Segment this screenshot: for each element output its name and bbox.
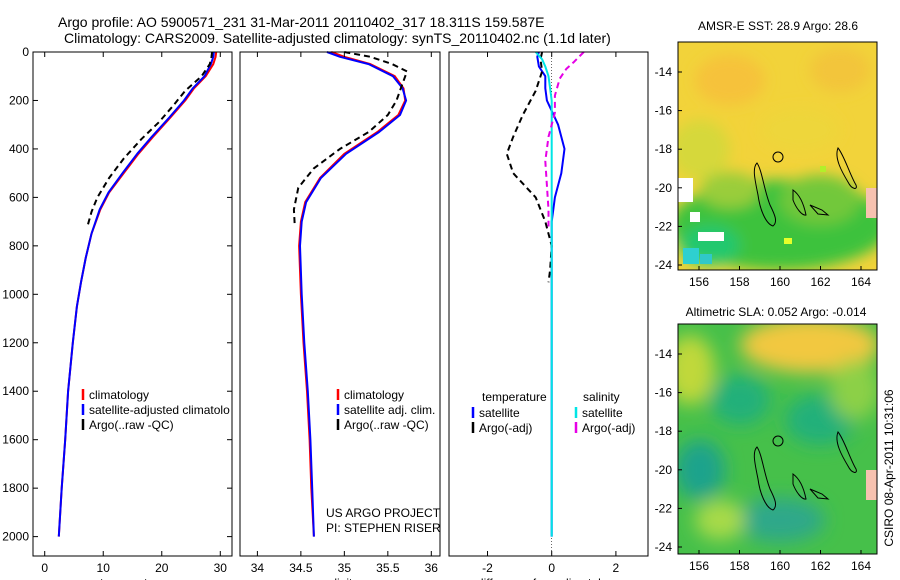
- map-x-tick-label: 156: [689, 559, 709, 573]
- legend-label: climatology: [344, 388, 404, 402]
- y-tick-label: 800: [9, 239, 29, 253]
- x-axis-label: temperature: [100, 576, 165, 580]
- x-tick-label: 34: [251, 561, 265, 575]
- map-x-tick-label: 160: [770, 275, 790, 289]
- sst-map-field: [678, 42, 877, 270]
- plot-frame: [239, 51, 441, 557]
- legend-header: temperature: [482, 390, 547, 404]
- sla-map: Altimetric SLA: 0.052 Argo: -0.014 156 15…: [655, 305, 878, 573]
- series-line-2: [534, 51, 553, 537]
- series-line-1: [299, 51, 408, 537]
- header-subtitle: Climatology: CARS2009. Satellite-adjuste…: [64, 30, 611, 46]
- sst-argo-position-marker: [772, 151, 784, 163]
- legend-label: satellite: [582, 406, 623, 420]
- sla-argo-position-marker: [772, 435, 784, 447]
- map-x-tick-label: 160: [770, 559, 790, 573]
- legend-label: Argo(-adj): [582, 421, 635, 435]
- map-y-tick-label: -14: [655, 65, 673, 79]
- map-y-tick-label: -22: [655, 219, 673, 233]
- difference-panel: -2 0 2difference from climatology temperatu…: [448, 51, 649, 580]
- series-line-2: [292, 51, 408, 227]
- legend-label: satellite-adjusted climatolo: [89, 403, 230, 417]
- x-tick-label: 0: [41, 561, 48, 575]
- header-title: Argo profile: AO 5900571_231 31-Mar-2011…: [58, 14, 545, 30]
- map-y-tick-label: -24: [655, 258, 673, 272]
- series-line-0: [57, 51, 218, 537]
- sla-map-field: [678, 324, 877, 554]
- y-tick-label: 200: [9, 93, 29, 107]
- map-y-tick-label: -18: [655, 142, 673, 156]
- timestamp: CSIRO 08-Apr-2011 10:31:06: [882, 389, 896, 547]
- x-tick-label: 35.5: [376, 561, 400, 575]
- map-x-tick-label: 164: [851, 559, 871, 573]
- legend-label: Argo(..raw -QC): [89, 418, 174, 432]
- legend-label: Argo(-adj): [479, 421, 532, 435]
- map-y-tick-label: -20: [655, 181, 673, 195]
- map-x-tick-label: 158: [729, 559, 749, 573]
- y-tick-label: 600: [9, 190, 29, 204]
- map-y-tick-label: -24: [655, 540, 673, 554]
- x-tick-label: 20: [155, 561, 169, 575]
- map-y-tick-label: -16: [655, 104, 673, 118]
- legend-label: satellite: [479, 406, 520, 420]
- sst-map: AMSR-E SST: 28.9 Argo: 28.6: [655, 19, 878, 289]
- x-tick-label: 34.5: [289, 561, 313, 575]
- y-tick-label: 2000: [2, 530, 29, 544]
- legend-label: climatology: [89, 388, 149, 402]
- y-tick-label: 1400: [2, 384, 29, 398]
- plot-frame: [32, 51, 233, 557]
- y-tick-label: 1800: [2, 481, 29, 495]
- sst-map-axes: 156 158 160 162 164 -14 -16 -18 -20 -22 -24: [655, 65, 872, 289]
- legend-header: salinity: [583, 390, 620, 404]
- sla-map-axes: 156 158 160 162 164 -14 -16 -18 -20 -22 -24: [655, 347, 872, 573]
- x-tick-label: 30: [214, 561, 228, 575]
- credit-line-1: US ARGO PROJECT: [326, 506, 441, 520]
- map-x-tick-label: 164: [851, 275, 871, 289]
- y-tick-label: 0: [22, 45, 29, 59]
- map-y-tick-label: -18: [655, 424, 673, 438]
- series-line-2: [86, 51, 214, 227]
- map-y-tick-label: -20: [655, 463, 673, 477]
- map-x-tick-label: 162: [810, 275, 830, 289]
- series-line-3: [544, 51, 585, 227]
- map-x-tick-label: 162: [810, 559, 830, 573]
- sst-map-title: AMSR-E SST: 28.9 Argo: 28.6: [698, 19, 858, 33]
- map-y-tick-label: -16: [655, 386, 673, 400]
- salinity-panel: 34 34.5 35 35.5 36 salinity climatologysatelli…: [239, 51, 441, 580]
- series-line-1: [57, 51, 215, 537]
- plot-frame: [448, 51, 649, 557]
- x-tick-label: 35: [338, 561, 352, 575]
- x-axis-label: difference from climatology: [477, 576, 620, 580]
- legend-label: satellite adj. clim.: [344, 403, 435, 417]
- map-y-tick-label: -22: [655, 501, 673, 515]
- x-tick-label: 10: [97, 561, 111, 575]
- legend-label: Argo(..raw -QC): [344, 418, 429, 432]
- temperature-panel: 0 10 20 30 0 200 400 600 800 1000 1200 1400 1600 1800…: [2, 45, 233, 580]
- sla-map-title: Altimetric SLA: 0.052 Argo: -0.014: [686, 305, 867, 319]
- credit-line-2: PI: STEPHEN RISER: [326, 521, 441, 535]
- map-y-tick-label: -14: [655, 347, 673, 361]
- y-tick-label: 400: [9, 142, 29, 156]
- y-tick-label: 1000: [2, 287, 29, 301]
- y-tick-label: 1600: [2, 433, 29, 447]
- x-tick-label: 36: [425, 561, 439, 575]
- y-tick-label: 1200: [2, 336, 29, 350]
- x-tick-label: 0: [548, 561, 555, 575]
- x-axis-label: salinity: [322, 576, 359, 580]
- x-tick-label: 2: [613, 561, 620, 575]
- map-x-tick-label: 158: [729, 275, 749, 289]
- x-tick-label: -2: [482, 561, 493, 575]
- map-x-tick-label: 156: [689, 275, 709, 289]
